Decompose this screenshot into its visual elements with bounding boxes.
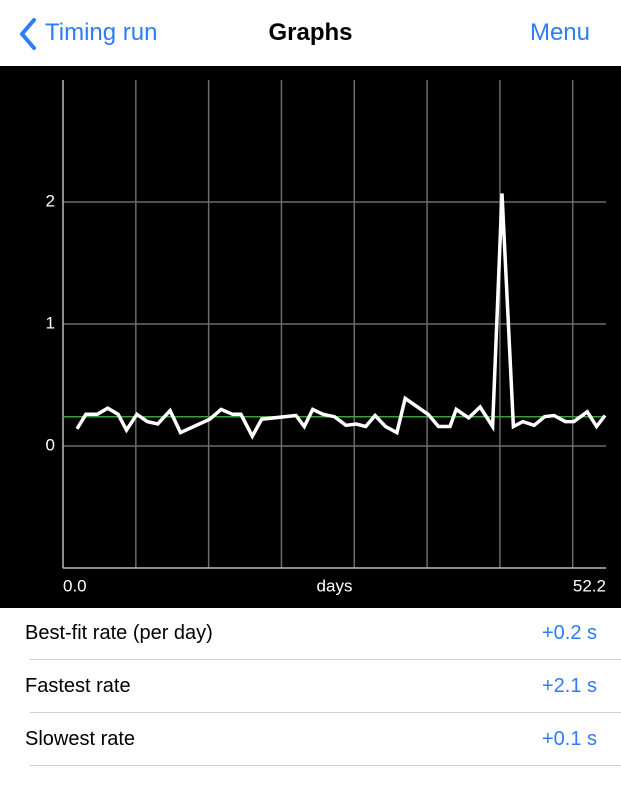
stat-label: Slowest rate — [25, 728, 136, 750]
stat-row: Slowest rate +0.1 s — [0, 714, 621, 766]
back-chevron[interactable] — [14, 14, 44, 54]
menu-button[interactable]: Menu — [529, 19, 590, 46]
separator — [30, 765, 621, 766]
stat-row: Fastest rate +2.1 s — [0, 661, 621, 713]
stat-label: Fastest rate — [25, 675, 131, 697]
stat-row: Best-fit rate (per day) +0.2 s — [0, 608, 621, 660]
nav-bar: Graphs Timing run Menu — [0, 0, 621, 66]
stat-value: +0.1 s — [541, 728, 597, 750]
nav-title: Graphs — [268, 19, 353, 46]
data-line — [75, 193, 607, 440]
back-button[interactable]: Timing run — [45, 19, 158, 46]
chart-background — [0, 66, 621, 608]
separator — [30, 659, 621, 660]
x-tick-label: 52.2 — [573, 576, 606, 595]
x-tick-label: 0.0 — [63, 576, 87, 595]
stat-value: +2.1 s — [541, 675, 597, 697]
y-tick-label: 2 — [46, 191, 55, 210]
chart: 0 1 2 0.0 52.2 days — [0, 66, 621, 608]
stat-value: +0.2 s — [541, 622, 597, 644]
stat-label: Best-fit rate (per day) — [25, 622, 213, 644]
separator — [30, 712, 621, 713]
y-tick-label: 1 — [46, 313, 55, 332]
y-tick-label: 0 — [46, 435, 55, 454]
x-axis-label: days — [317, 576, 353, 595]
